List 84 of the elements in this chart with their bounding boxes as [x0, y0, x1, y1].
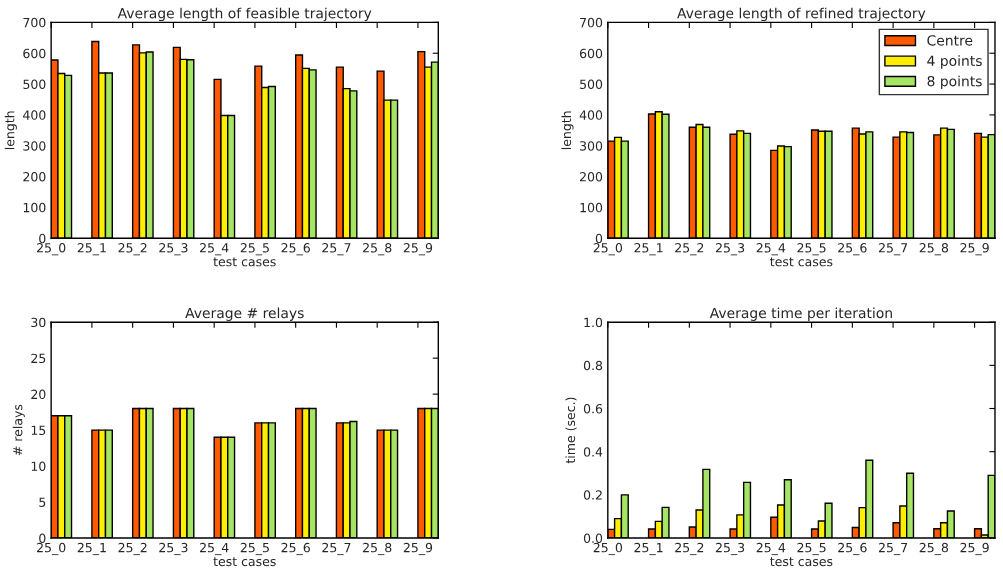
y-tick-label: 300: [580, 141, 603, 151]
y-tick-label: 5: [39, 497, 46, 507]
x-tick-label: 25_5: [797, 243, 826, 256]
x-tick-label: 25_0: [37, 542, 66, 556]
y-tick-label: 300: [23, 141, 46, 151]
chart-title: Average # relays: [185, 307, 304, 321]
x-tick-label: 25_9: [403, 542, 433, 556]
x-tick-label: 25_1: [77, 542, 106, 556]
x-tick-label: 25_5: [240, 542, 269, 556]
x-tick-label: 25_5: [797, 542, 826, 556]
x-tick-label: 25_9: [960, 243, 989, 256]
y-tick-label: 500: [580, 79, 603, 89]
y-tick-label: 25: [31, 353, 46, 364]
x-tick-label: 25_3: [715, 542, 745, 556]
chart-title: Average length of feasible trajectory: [117, 7, 372, 22]
y-tick-label: 0.2: [583, 490, 602, 500]
x-tick-label: 25_8: [363, 243, 392, 256]
x-tick-label: 25_2: [675, 243, 704, 256]
y-tick-label: 200: [23, 172, 46, 182]
y-axis-title: # relays: [12, 404, 25, 456]
x-tick-label: 25_7: [878, 243, 908, 256]
x-tick-label: 25_6: [838, 243, 867, 256]
y-tick-label: 700: [23, 17, 46, 28]
x-tick-label: 25_1: [634, 542, 663, 556]
x-tick-label: 25_1: [77, 243, 106, 256]
y-tick-label: 600: [23, 48, 46, 59]
y-tick-label: 0.4: [583, 447, 603, 457]
chart-title: Average length of refined trajectory: [677, 7, 926, 22]
y-tick-label: 10: [31, 461, 46, 471]
y-tick-label: 0: [595, 233, 603, 244]
x-tick-label: 25_0: [37, 243, 66, 256]
x-tick-label: 25_8: [363, 542, 392, 556]
x-tick-label: 25_8: [919, 542, 949, 556]
x-tick-label: 25_2: [675, 542, 704, 556]
y-tick-label: 0: [39, 233, 46, 244]
x-tick-label: 25_6: [838, 542, 867, 556]
x-tick-label: 25_0: [593, 243, 623, 256]
x-tick-label: 25_6: [281, 542, 310, 556]
x-tick-label: 25_9: [960, 542, 989, 556]
y-tick-label: 700: [580, 17, 603, 28]
x-tick-label: 25_7: [322, 542, 351, 556]
x-tick-label: 25_8: [919, 243, 949, 256]
y-tick-label: 1.0: [584, 317, 603, 328]
y-axis-title: time (sec.): [565, 397, 577, 464]
x-tick-label: 25_3: [715, 243, 745, 256]
y-tick-label: 0.6: [583, 403, 603, 414]
x-tick-label: 25_7: [878, 542, 908, 556]
x-tick-label: 25_6: [281, 243, 310, 256]
y-tick-label: 100: [23, 202, 46, 213]
legend-label: Centre: [927, 35, 973, 46]
y-tick-label: 500: [23, 79, 46, 89]
x-axis-title: test cases: [770, 557, 833, 567]
y-tick-label: 400: [579, 110, 603, 120]
y-tick-label: 30: [31, 317, 46, 328]
legend-label: 4 points: [927, 55, 982, 69]
x-tick-label: 25_4: [200, 243, 229, 256]
x-axis-title: test cases: [213, 257, 276, 267]
x-tick-label: 25_4: [756, 243, 786, 256]
x-tick-label: 25_2: [118, 542, 147, 556]
x-tick-label: 25_3: [159, 243, 188, 256]
x-axis-title: test cases: [770, 257, 833, 267]
y-tick-label: 400: [23, 110, 46, 120]
y-tick-label: 20: [31, 389, 46, 400]
x-tick-label: 25_2: [118, 243, 147, 256]
y-tick-label: 0: [39, 533, 46, 543]
y-tick-label: 100: [580, 202, 603, 213]
y-tick-label: 0.0: [583, 533, 603, 543]
x-tick-label: 25_0: [593, 542, 623, 556]
y-tick-label: 200: [580, 172, 603, 182]
y-tick-label: 0.8: [583, 360, 603, 371]
y-tick-label: 600: [579, 48, 603, 59]
x-tick-label: 25_5: [240, 243, 269, 256]
x-tick-label: 25_1: [634, 243, 663, 256]
y-axis-title: length: [4, 111, 17, 150]
x-tick-label: 25_7: [322, 243, 351, 256]
chart-title: Average time per iteration: [709, 307, 892, 321]
y-tick-label: 15: [31, 425, 46, 436]
x-axis-title: test cases: [213, 557, 276, 567]
x-tick-label: 25_9: [403, 243, 433, 256]
x-tick-label: 25_3: [159, 542, 188, 556]
x-tick-label: 25_4: [200, 542, 229, 556]
legend-label: 8 points: [927, 75, 982, 90]
x-tick-label: 25_4: [756, 542, 786, 556]
y-axis-title: length: [561, 111, 574, 150]
